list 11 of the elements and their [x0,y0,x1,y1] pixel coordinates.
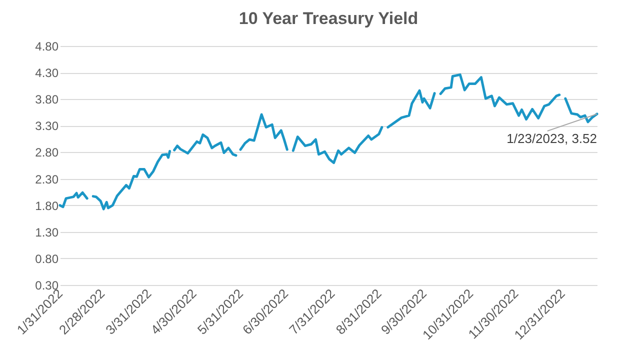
y-tick-label: 2.80 [35,146,59,160]
y-tick-label: 3.80 [35,92,59,107]
y-tick-label: 4.30 [35,66,59,80]
y-tick-label: 3.30 [35,119,59,134]
y-tick-label: 1.80 [35,198,59,213]
annotation: 1/23/2023, 3.52 [506,131,597,146]
chart-title: 10 Year Treasury Yield [238,9,418,28]
y-tick-label: 4.80 [35,40,59,54]
y-tick-label: 0.80 [35,252,59,266]
y-tick-label: 2.30 [35,172,59,186]
y-tick-label: 1.30 [35,225,59,240]
